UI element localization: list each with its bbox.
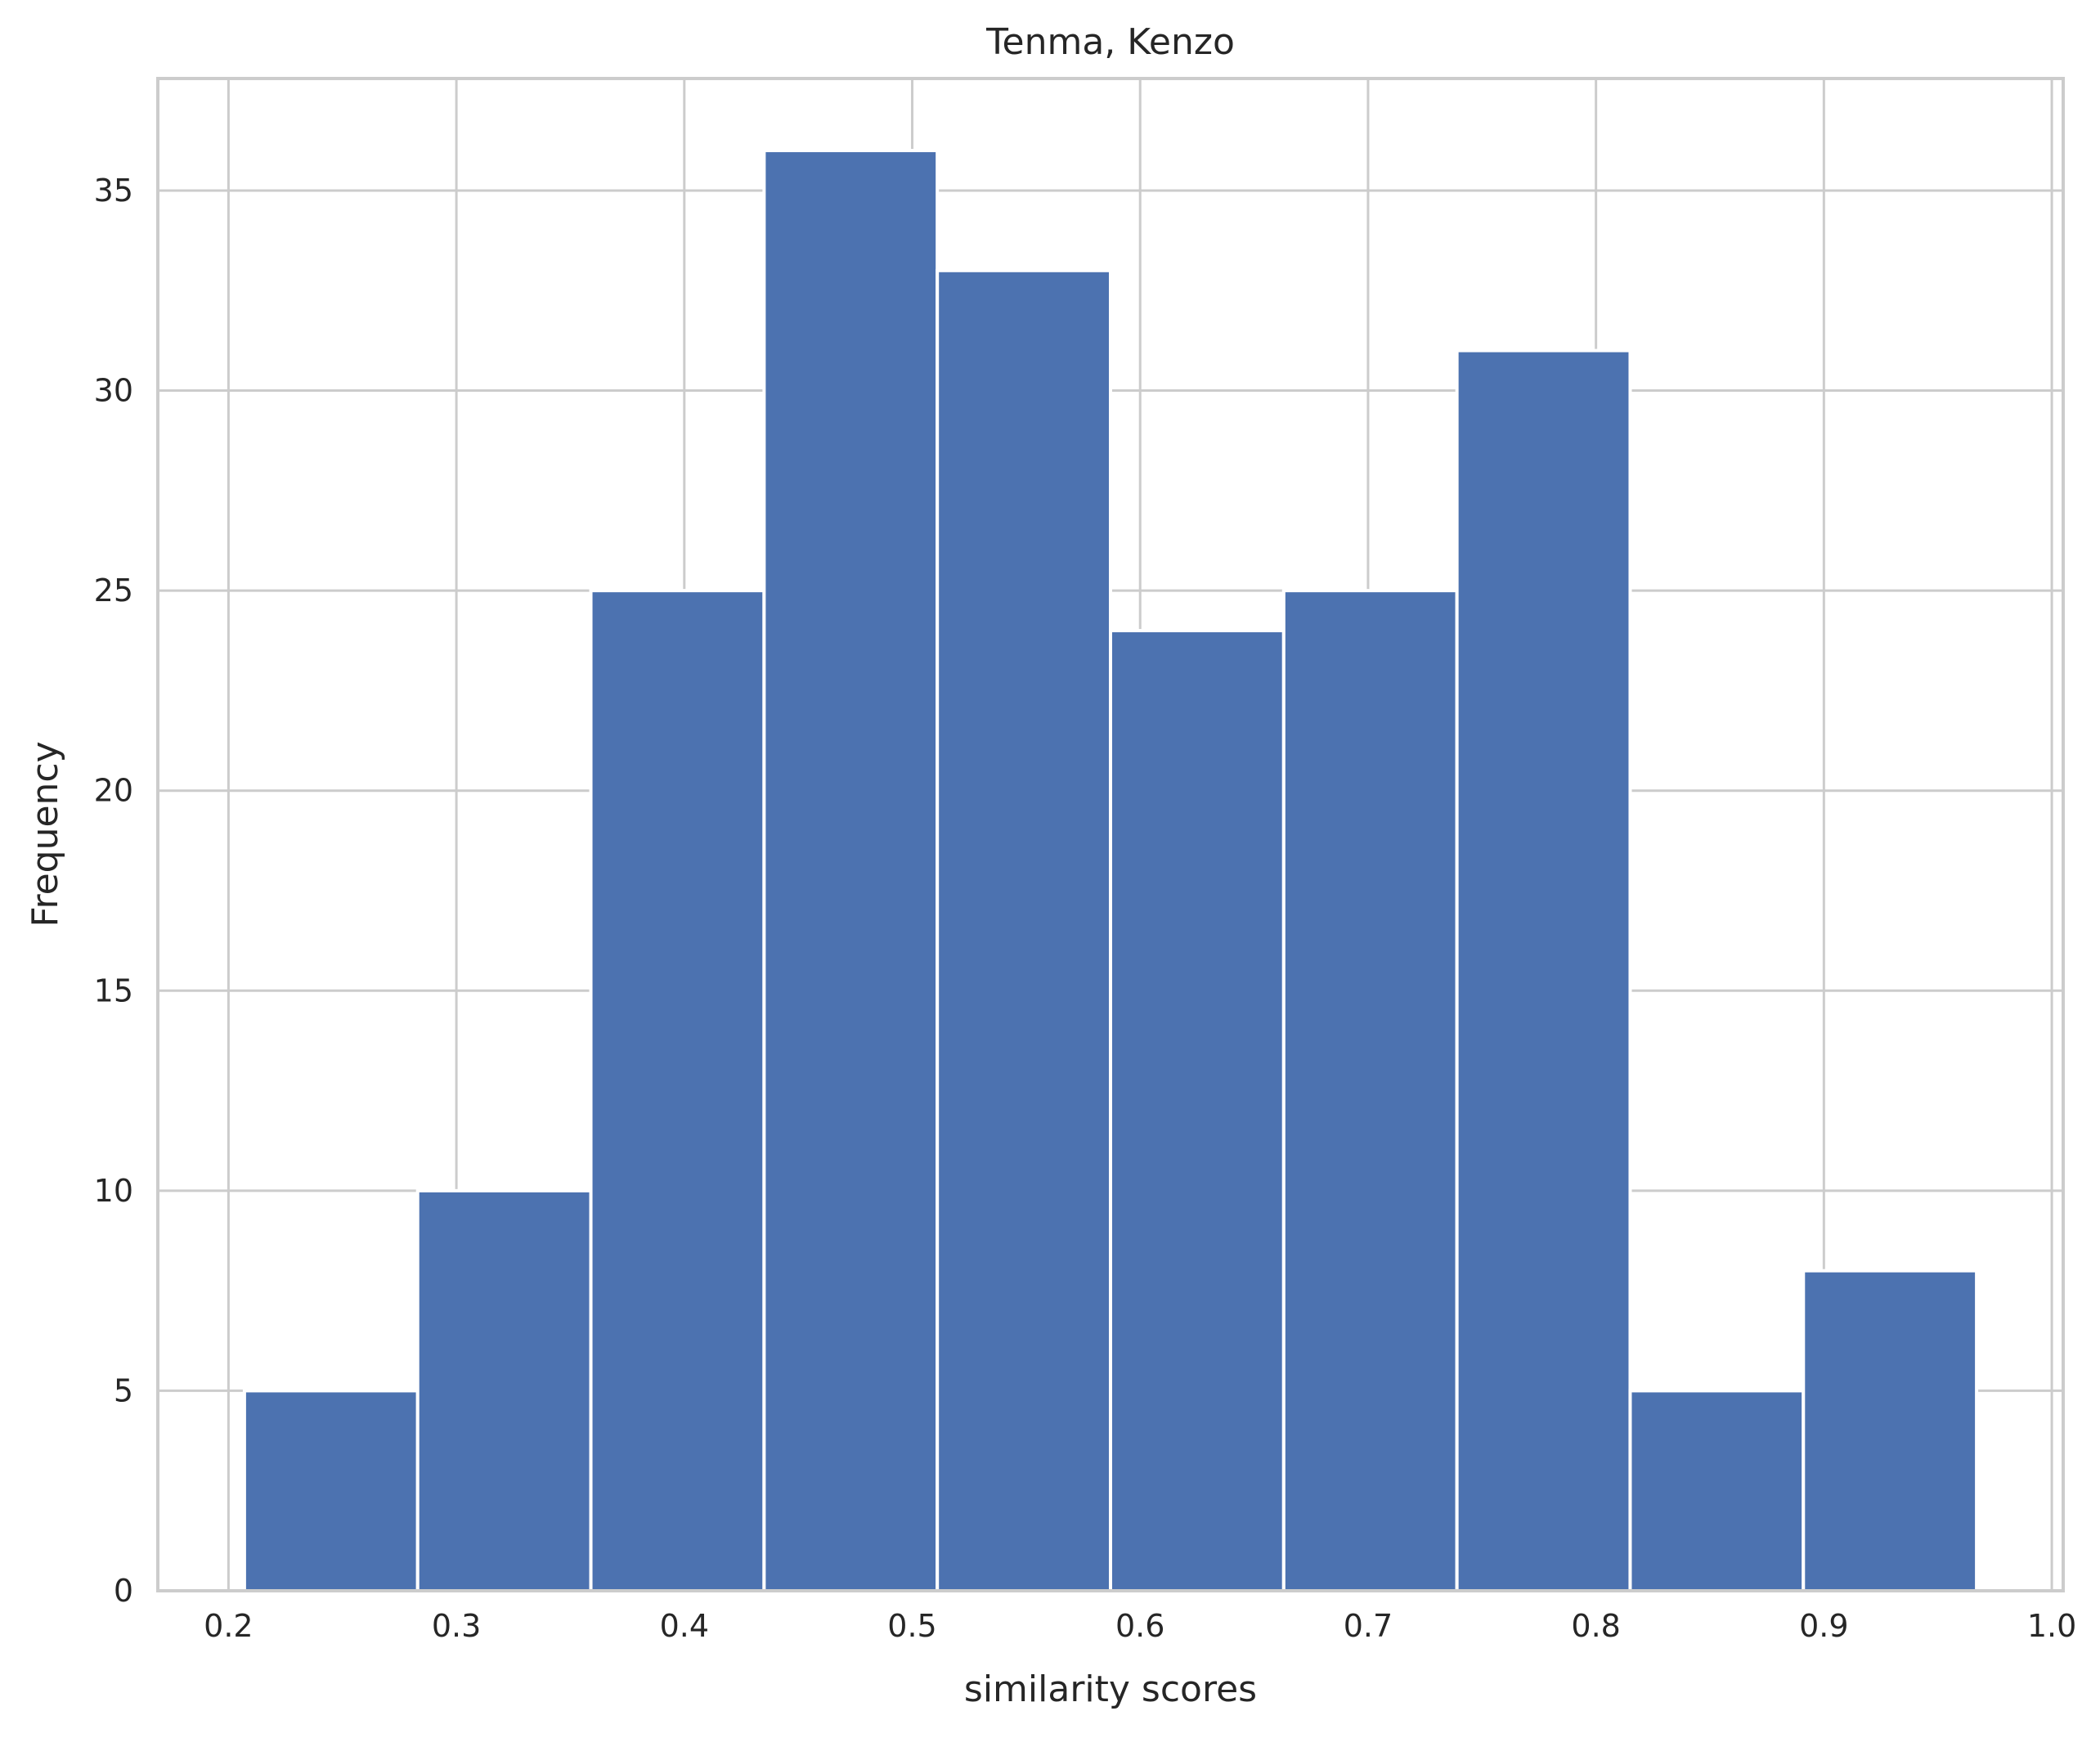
x-tick-label: 1.0 — [2027, 1608, 2076, 1644]
histogram-bar — [1109, 629, 1286, 1592]
histogram-bar — [1802, 1269, 1979, 1592]
x-tick-label: 0.4 — [660, 1608, 709, 1644]
x-tick-label: 0.3 — [432, 1608, 481, 1644]
histogram-bar — [242, 1389, 420, 1593]
chart-title: Tenma, Kenzo — [985, 21, 1235, 63]
x-tick-label: 0.2 — [204, 1608, 253, 1644]
x-tick-label: 0.6 — [1115, 1608, 1164, 1644]
x-tick-label: 0.5 — [887, 1608, 936, 1644]
bars — [242, 149, 1979, 1593]
y-tick-label: 30 — [94, 373, 133, 409]
y-tick-label: 10 — [94, 1173, 133, 1209]
y-tick-label: 20 — [94, 773, 133, 809]
x-tick-labels: 0.2 0.3 0.4 0.5 0.6 0.7 0.8 0.9 1.0 — [204, 1608, 2076, 1644]
histogram-bar — [1281, 589, 1459, 1592]
y-tick-label: 5 — [114, 1372, 133, 1408]
histogram-bar — [936, 268, 1112, 1592]
x-axis-label: similarity scores — [964, 1668, 1257, 1710]
x-tick-label: 0.9 — [1799, 1608, 1848, 1644]
histogram-bar — [589, 589, 766, 1592]
histogram-bar — [762, 149, 940, 1593]
y-tick-labels: 0 5 10 15 20 25 30 35 — [94, 173, 133, 1609]
x-tick-label: 0.7 — [1344, 1608, 1393, 1644]
y-tick-label: 15 — [94, 972, 133, 1008]
y-axis-label: Frequency — [25, 741, 66, 927]
plot-frame — [156, 77, 2065, 1592]
histogram-bar — [1455, 348, 1632, 1592]
histogram-bar — [1628, 1389, 1806, 1593]
x-tick-label: 0.8 — [1571, 1608, 1620, 1644]
y-tick-label: 35 — [94, 173, 133, 209]
y-tick-label: 0 — [114, 1573, 133, 1609]
histogram-bar — [415, 1188, 593, 1592]
y-tick-label: 25 — [94, 573, 133, 609]
